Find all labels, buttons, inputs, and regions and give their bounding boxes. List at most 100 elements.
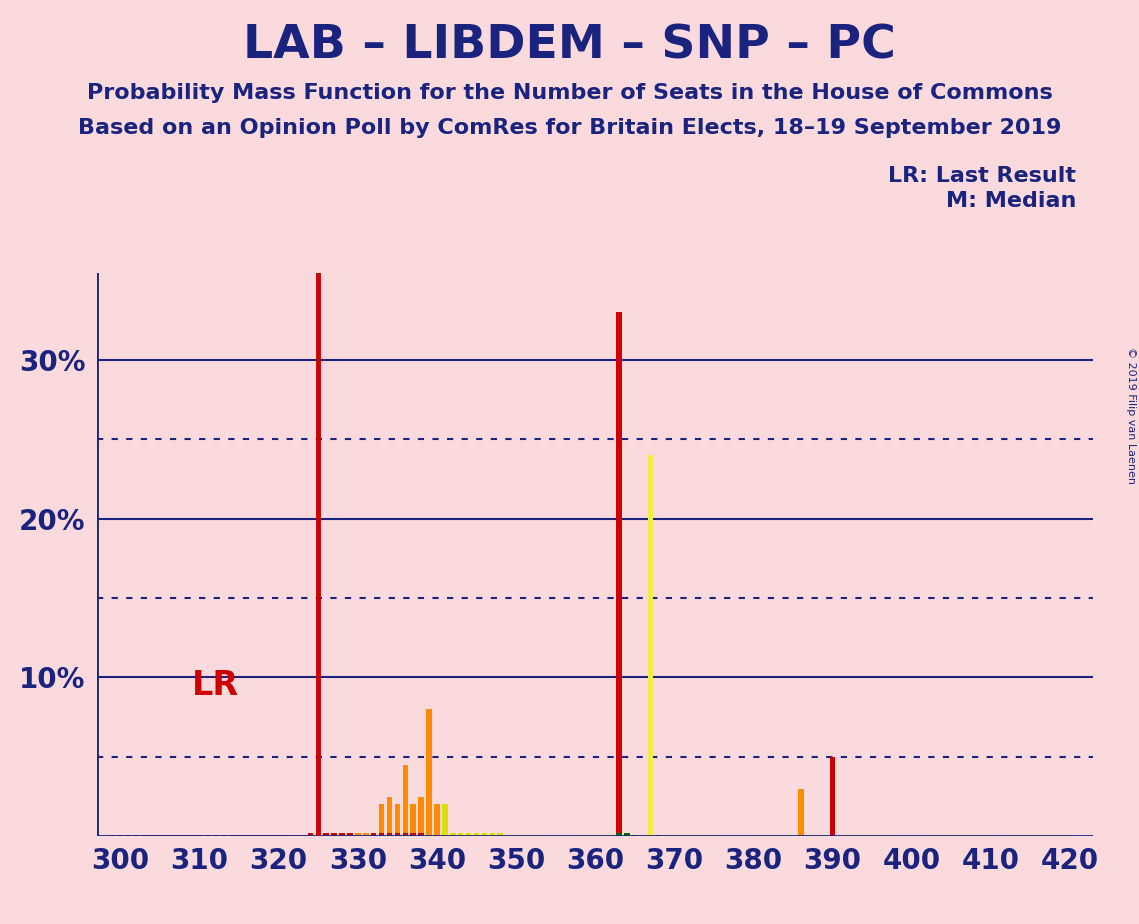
Bar <box>387 833 392 836</box>
Bar <box>759 834 764 836</box>
Bar <box>498 833 503 836</box>
Bar <box>506 834 511 836</box>
Bar <box>173 834 179 836</box>
Text: LR: Last Result: LR: Last Result <box>888 166 1076 187</box>
Bar <box>379 805 384 836</box>
Bar <box>530 834 534 836</box>
Bar <box>552 834 558 836</box>
Bar <box>964 834 969 836</box>
Bar <box>600 834 606 836</box>
Bar <box>316 833 321 836</box>
Bar <box>402 833 408 836</box>
Bar <box>434 805 440 836</box>
Bar <box>1011 834 1017 836</box>
Bar <box>798 788 803 836</box>
Bar <box>245 834 249 836</box>
Bar <box>821 834 827 836</box>
Bar <box>363 833 369 836</box>
Bar <box>308 833 313 836</box>
Bar <box>514 834 518 836</box>
Bar <box>814 834 819 836</box>
Bar <box>221 834 227 836</box>
Bar <box>933 834 939 836</box>
Bar <box>402 765 408 836</box>
Bar <box>560 834 566 836</box>
Text: © 2019 Filip van Laenen: © 2019 Filip van Laenen <box>1126 347 1136 484</box>
Bar <box>284 834 289 836</box>
Bar <box>347 833 353 836</box>
Bar <box>853 834 859 836</box>
Bar <box>371 833 376 836</box>
Bar <box>442 805 448 836</box>
Bar <box>584 834 590 836</box>
Bar <box>775 834 780 836</box>
Bar <box>205 834 211 836</box>
Bar <box>331 833 337 836</box>
Bar <box>474 833 480 836</box>
Bar <box>861 834 867 836</box>
Bar <box>181 834 187 836</box>
Bar <box>331 834 337 836</box>
Bar <box>1003 834 1009 836</box>
Bar <box>877 834 883 836</box>
Bar <box>117 834 123 836</box>
Bar <box>711 834 716 836</box>
Bar <box>656 834 661 836</box>
Bar <box>616 833 622 836</box>
Bar <box>339 833 345 836</box>
Bar <box>229 834 233 836</box>
Bar <box>268 834 273 836</box>
Bar <box>782 834 788 836</box>
Bar <box>632 834 638 836</box>
Bar <box>664 834 669 836</box>
Bar <box>957 834 961 836</box>
Bar <box>426 710 432 836</box>
Bar <box>869 834 875 836</box>
Bar <box>972 834 977 836</box>
Bar <box>157 834 163 836</box>
Bar <box>640 834 646 836</box>
Bar <box>536 834 542 836</box>
Bar <box>149 834 155 836</box>
Bar <box>450 833 456 836</box>
Bar <box>719 834 724 836</box>
Bar <box>418 796 424 836</box>
Bar <box>394 805 400 836</box>
Bar <box>260 834 265 836</box>
Bar <box>648 456 654 836</box>
Bar <box>624 834 630 836</box>
Bar <box>300 834 305 836</box>
Bar <box>410 805 416 836</box>
Bar <box>252 834 257 836</box>
Bar <box>197 834 203 836</box>
Bar <box>687 834 693 836</box>
Bar <box>909 834 915 836</box>
Bar <box>632 834 638 836</box>
Bar <box>901 834 907 836</box>
Bar <box>292 834 297 836</box>
Bar <box>925 834 931 836</box>
Bar <box>189 834 195 836</box>
Bar <box>949 834 953 836</box>
Bar <box>790 834 796 836</box>
Bar <box>576 834 582 836</box>
Bar <box>988 834 993 836</box>
Bar <box>941 834 945 836</box>
Bar <box>1043 834 1049 836</box>
Bar <box>837 834 843 836</box>
Bar <box>767 834 772 836</box>
Text: LR: LR <box>191 669 239 702</box>
Bar <box>490 833 495 836</box>
Bar <box>917 834 923 836</box>
Bar <box>125 834 131 836</box>
Bar <box>616 312 622 836</box>
Bar <box>592 834 598 836</box>
Bar <box>410 833 416 836</box>
Bar <box>885 834 891 836</box>
Text: Probability Mass Function for the Number of Seats in the House of Commons: Probability Mass Function for the Number… <box>87 83 1052 103</box>
Bar <box>806 834 811 836</box>
Bar <box>980 834 985 836</box>
Bar <box>845 834 851 836</box>
Bar <box>727 834 732 836</box>
Bar <box>1059 834 1065 836</box>
